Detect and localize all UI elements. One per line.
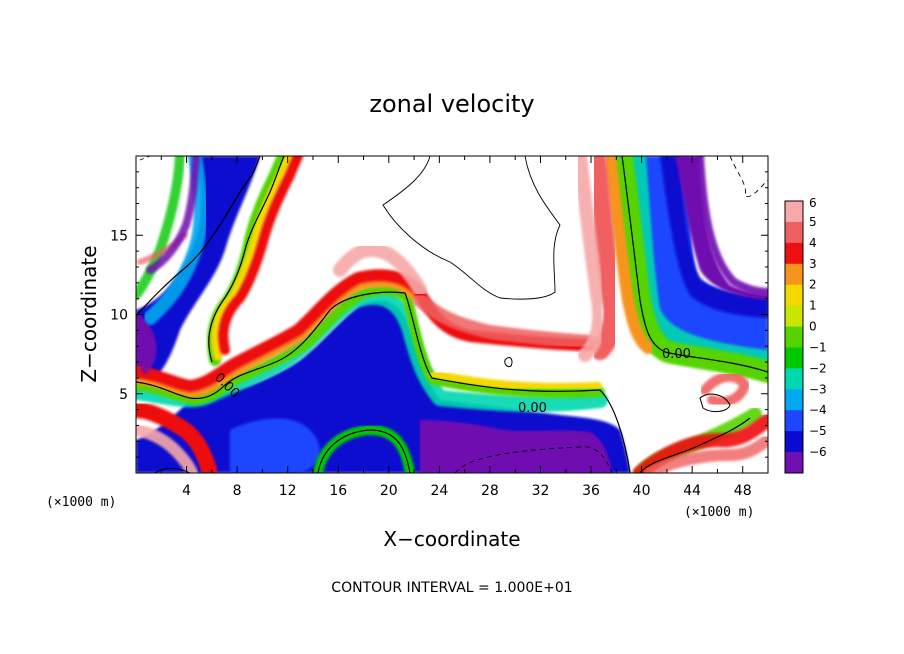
y-axis: 5 10 15 [110, 171, 768, 458]
field-band [211, 156, 295, 361]
field-band [573, 156, 607, 362]
field-band [136, 314, 154, 374]
x-tick-label: 44 [683, 483, 701, 499]
field-blob [230, 418, 320, 473]
colorbar-swatch [785, 242, 803, 265]
x-tick-label: 28 [481, 483, 499, 499]
contour-lines [136, 156, 768, 473]
field-band [136, 424, 198, 473]
contour-zero-upper-left [136, 156, 261, 317]
field-band [143, 156, 208, 325]
x-tick-label: 32 [532, 483, 550, 499]
colorbar-label: 2 [809, 278, 817, 292]
colorbar-label: −2 [809, 361, 827, 375]
x-tick-label: 36 [582, 483, 600, 499]
field-band [446, 436, 604, 456]
colorbar-swatch [785, 410, 803, 432]
field-band [696, 156, 768, 296]
field-band [333, 243, 427, 297]
field-band [136, 269, 596, 392]
colorbar-swatch [785, 347, 803, 369]
field-band [429, 370, 602, 392]
colorbar-label: −3 [809, 382, 827, 396]
contour-dashed-top-left [139, 156, 151, 161]
field-band [413, 293, 597, 349]
contour-label: 0.00 [662, 347, 691, 362]
colorbar-swatch [785, 263, 803, 286]
field-blob [675, 156, 768, 300]
contour-zero-inner [208, 156, 285, 363]
colorbar-label: −5 [809, 424, 827, 438]
contour-zero-left [136, 291, 631, 473]
colorbar-frame [784, 200, 804, 474]
x-unit-right: (×1000 m) [684, 505, 754, 520]
contour-top-center [382, 156, 561, 300]
x-tick-label: 8 [233, 483, 242, 499]
colorbar-label: 1 [809, 299, 817, 313]
x-tick-label: 40 [633, 483, 651, 499]
x-axis: 4 8 12 16 20 24 28 32 36 40 44 48 [160, 156, 752, 499]
y-tick-label: 15 [110, 228, 128, 244]
colorbar-swatch [785, 389, 803, 411]
colorbar-label: 4 [809, 236, 817, 250]
colorbar-label: −6 [809, 445, 827, 459]
colorbar-label: 5 [809, 215, 817, 229]
colorbar-label: 0 [809, 320, 817, 334]
field-band [604, 156, 654, 354]
x-tick-label: 48 [734, 483, 752, 499]
field-band [136, 279, 416, 398]
contour-interval-note: CONTOUR INTERVAL = 1.000E+01 [331, 580, 572, 596]
field-blob [660, 156, 768, 318]
contour-zero-lower [317, 429, 411, 473]
y-tick-label: 10 [110, 308, 128, 324]
contour-solid-bottom-left [154, 468, 191, 473]
field-band [218, 156, 303, 355]
contour-zero-bottom-right [639, 417, 751, 473]
x-tick-label: 24 [430, 483, 448, 499]
field-band [633, 413, 768, 473]
x-axis-label: X−coordinate [383, 527, 520, 551]
field-band [136, 156, 185, 300]
contour-dashed-top-right [729, 156, 768, 198]
colorbar-label: −1 [809, 340, 827, 354]
colorbar-swatch [785, 305, 803, 328]
field-blob [136, 156, 260, 392]
contour-label: 0.00 [518, 401, 547, 416]
colorbar-label: −4 [809, 403, 827, 417]
colorbar-swatch [785, 326, 803, 348]
colorbar-swatch [785, 431, 803, 453]
field-band [586, 156, 624, 360]
field-band [644, 434, 768, 473]
colorbar-swatch [785, 368, 803, 390]
colorbar-swatch [785, 452, 803, 474]
contour-dashed-bottom [454, 446, 613, 473]
colorbar-swatch [785, 284, 803, 307]
field-band [136, 402, 218, 473]
contour-small-center [504, 357, 513, 367]
contour-zero-right [621, 156, 768, 373]
colorbar-swatch [785, 201, 803, 223]
colorbar: 6 5 4 3 2 1 0 −1 −2 −3 −4 −5 −6 [784, 196, 827, 474]
chart-title: zonal velocity [369, 90, 534, 118]
x-unit-left: (×1000 m) [46, 495, 116, 510]
colorbar-swatch [785, 221, 803, 244]
x-tick-label: 12 [279, 483, 297, 499]
contour-field [136, 156, 768, 473]
contour-small-right [699, 393, 731, 413]
y-axis-label: Z−coordinate [77, 245, 101, 382]
x-tick-label: 16 [329, 483, 347, 499]
x-tick-label: 20 [380, 483, 398, 499]
field-band [700, 371, 750, 407]
field-band [146, 156, 200, 274]
colorbar-label: 3 [809, 257, 817, 271]
x-tick-label: 4 [182, 483, 191, 499]
colorbar-label: 6 [809, 196, 817, 210]
y-tick-label: 5 [119, 387, 128, 403]
